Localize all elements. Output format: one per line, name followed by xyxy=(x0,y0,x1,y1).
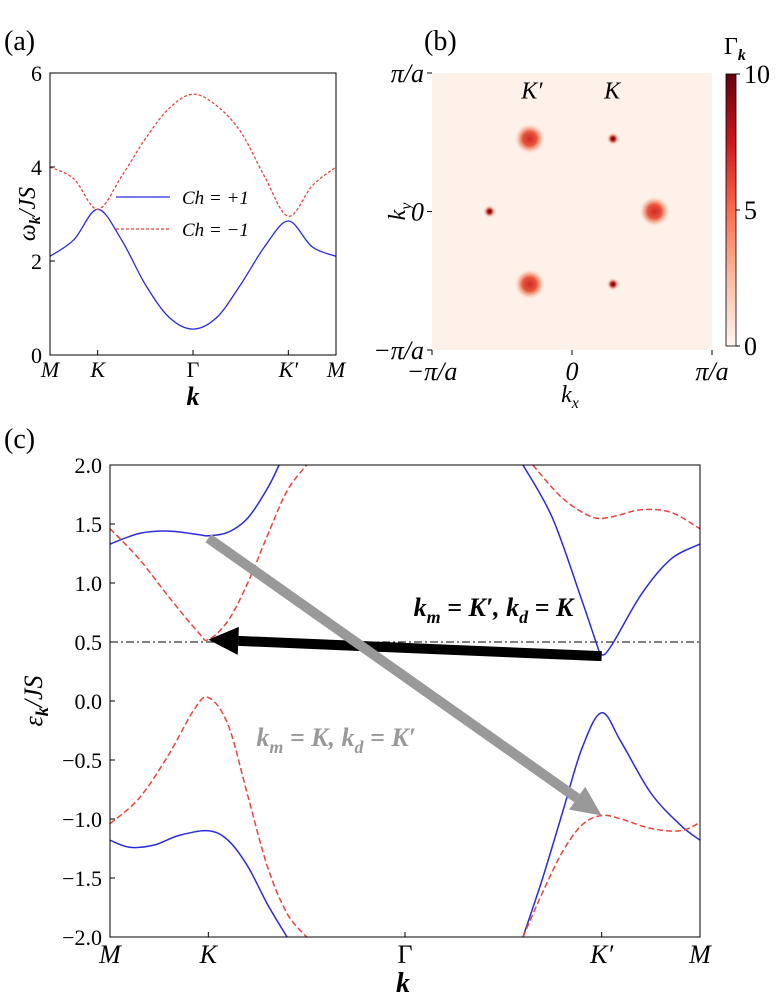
band-upper-blue-left xyxy=(110,465,280,545)
panel-c-chart: −2.0 −1.5 −1.0 −0.5 0.0 0.5 1.0 1.5 2.0 M K Γ K′ Mk εk… xyxy=(19,453,712,999)
peak-annotation: K′ xyxy=(520,78,543,104)
x-tick-label: K′ xyxy=(278,357,300,382)
band-upper-blue-right xyxy=(522,465,700,656)
black-arrow-head xyxy=(208,626,239,655)
colorbar xyxy=(725,73,737,347)
y-tick-label: 1.0 xyxy=(75,571,103,596)
gray-arrow-label: km = K, kd = K′ xyxy=(256,723,416,757)
y-axis-label: ky xyxy=(385,202,415,221)
x-tick-label: Γ xyxy=(397,940,412,969)
series-line-ch-minus xyxy=(50,93,336,217)
y-tick-label: 0 xyxy=(31,343,42,368)
legend-label: Ch = −1 xyxy=(182,220,249,241)
y-tick-label: 2 xyxy=(31,249,42,274)
heatmap-peak xyxy=(606,132,620,146)
band-lower-red-right xyxy=(522,814,700,937)
x-tick-label: 0 xyxy=(566,357,579,386)
gray-arrow-shaft xyxy=(205,534,581,803)
black-arrow-shaft xyxy=(238,635,602,662)
x-tick-label: M xyxy=(688,940,712,969)
band-lower-red-left xyxy=(110,696,308,937)
heatmap-peak xyxy=(514,123,546,155)
x-tick-label: M xyxy=(98,940,122,969)
y-tick-label: −2.0 xyxy=(62,925,102,950)
band-lower-blue-left xyxy=(110,829,288,937)
colorbar-tick-label: 0 xyxy=(744,332,757,361)
heatmap-peak xyxy=(638,195,671,228)
y-tick-label: 0.0 xyxy=(75,689,103,714)
y-axis-label: ωk/JS xyxy=(15,187,44,241)
y-tick-label: 6 xyxy=(31,61,42,86)
x-axis-label: kx xyxy=(561,382,579,412)
y-tick-label: 1.5 xyxy=(75,512,103,537)
y-tick-label: 4 xyxy=(31,155,42,180)
colorbar-tick-label: 5 xyxy=(744,196,757,225)
y-tick-label: 0.5 xyxy=(75,630,103,655)
black-arrow-label: km = K′, kd = K xyxy=(414,593,575,627)
x-tick-label: K xyxy=(89,357,106,382)
y-tick-label: π/a xyxy=(391,59,424,88)
band-upper-red-right xyxy=(532,465,700,530)
heatmap-peak xyxy=(482,204,497,219)
y-axis-label: εk/JS xyxy=(19,675,52,726)
x-tick-label: π/a xyxy=(695,357,728,386)
y-tick-label: 0 xyxy=(411,198,424,227)
x-tick-label: K xyxy=(199,940,219,969)
y-tick-label: −0.5 xyxy=(62,748,102,773)
colorbar-tick-label: 10 xyxy=(744,60,770,89)
gray-arrow-head xyxy=(569,786,602,816)
band-upper-red-left xyxy=(110,465,308,642)
panel-a-chart: 0 2 4 6 M K Γ K′ Mk ωk/JS Ch = +1 Ch = −1 xyxy=(15,61,347,411)
x-tick-label: M xyxy=(326,357,347,382)
y-tick-label: −1.0 xyxy=(62,807,102,832)
y-tick-label: −1.5 xyxy=(62,866,102,891)
y-tick-label: 2.0 xyxy=(75,453,103,478)
heatmap-peak xyxy=(606,277,620,291)
x-tick-label: K′ xyxy=(589,940,613,969)
x-axis-label: k xyxy=(396,968,410,999)
panel-label-c: (c) xyxy=(4,424,35,455)
x-tick-label: M xyxy=(40,357,61,382)
y-tick-label: −π/a xyxy=(373,336,424,365)
plot-frame xyxy=(109,464,701,938)
x-axis-label: k xyxy=(187,382,200,411)
band-lower-blue-right xyxy=(522,712,700,937)
peak-annotation: K xyxy=(603,78,622,104)
colorbar-label: Γk xyxy=(724,34,746,64)
x-tick-label: Γ xyxy=(187,357,200,382)
x-tick-label: −π/a xyxy=(407,357,458,386)
panel-label-a: (a) xyxy=(4,26,35,57)
heatmap-peak xyxy=(514,268,546,300)
panel-label-b: (b) xyxy=(424,26,457,57)
legend-label: Ch = +1 xyxy=(182,188,249,209)
